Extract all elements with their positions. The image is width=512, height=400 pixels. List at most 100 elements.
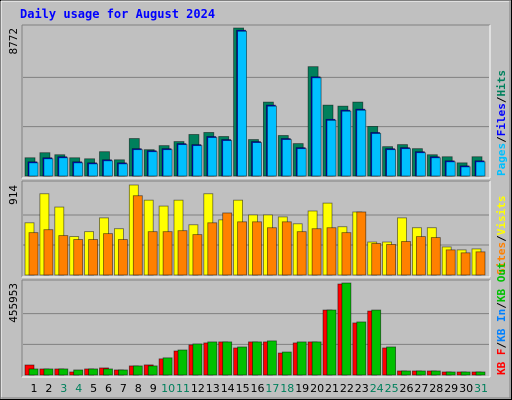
bar bbox=[356, 211, 367, 276]
bar bbox=[415, 370, 426, 376]
bar bbox=[252, 341, 262, 376]
bar bbox=[177, 144, 188, 177]
bar bbox=[386, 346, 397, 376]
bar bbox=[147, 365, 158, 376]
bar bbox=[326, 309, 337, 376]
x-tick-label: 17 bbox=[265, 382, 279, 395]
x-tick-label: 21 bbox=[325, 382, 339, 395]
bar bbox=[475, 251, 486, 276]
x-tick-label: 1 bbox=[31, 382, 38, 395]
legend-entry: Files bbox=[495, 103, 508, 136]
x-tick-label: 28 bbox=[429, 382, 443, 395]
bar bbox=[73, 239, 84, 276]
legend-separator: / bbox=[495, 96, 508, 103]
bar bbox=[162, 149, 173, 177]
legend-separator: / bbox=[495, 302, 508, 309]
bar bbox=[73, 162, 84, 177]
bar bbox=[311, 341, 322, 376]
bar bbox=[162, 231, 173, 276]
bar bbox=[103, 160, 113, 177]
legend-separator: / bbox=[495, 342, 508, 349]
x-tick-label: 2 bbox=[45, 382, 52, 395]
bar bbox=[475, 371, 486, 376]
bar bbox=[237, 346, 248, 376]
bar bbox=[222, 341, 233, 376]
bar bbox=[177, 230, 188, 276]
bar bbox=[371, 243, 382, 276]
legend-entry: KB In bbox=[495, 309, 508, 342]
bar bbox=[326, 119, 337, 177]
bar bbox=[356, 321, 367, 376]
bar bbox=[237, 221, 248, 276]
x-tick-label: 12 bbox=[191, 382, 205, 395]
bar bbox=[281, 139, 292, 177]
bar bbox=[88, 239, 98, 276]
legend-separator: / bbox=[495, 136, 508, 143]
x-tick-label: 4 bbox=[75, 382, 82, 395]
bar bbox=[88, 368, 98, 376]
bar bbox=[281, 351, 292, 376]
bar bbox=[88, 163, 98, 177]
bar bbox=[252, 221, 262, 276]
x-tick-label: 29 bbox=[444, 382, 458, 395]
x-tick-label: 11 bbox=[176, 382, 190, 395]
bar bbox=[192, 145, 203, 177]
bar bbox=[341, 282, 352, 376]
bar bbox=[445, 161, 456, 177]
x-tick-label: 23 bbox=[355, 382, 369, 395]
bar bbox=[28, 162, 39, 177]
x-tick-label: 20 bbox=[310, 382, 324, 395]
bar bbox=[445, 249, 456, 276]
bar bbox=[281, 221, 292, 276]
x-tick-label: 3 bbox=[60, 382, 67, 395]
bar bbox=[132, 149, 143, 177]
bar bbox=[132, 195, 143, 276]
bar bbox=[73, 369, 84, 376]
bar bbox=[296, 341, 307, 376]
bar bbox=[192, 234, 203, 276]
bar bbox=[430, 157, 441, 177]
bar bbox=[207, 137, 218, 177]
bar bbox=[266, 340, 277, 376]
bar bbox=[58, 368, 69, 376]
legend-entry: KB Out bbox=[495, 262, 508, 302]
bar bbox=[460, 166, 471, 177]
bar bbox=[207, 341, 218, 376]
bar bbox=[177, 349, 188, 376]
x-tick-label: 10 bbox=[161, 382, 175, 395]
bar bbox=[371, 133, 382, 177]
y-tick-label: 455953 bbox=[7, 283, 20, 323]
x-tick-label: 18 bbox=[280, 382, 294, 395]
bar bbox=[311, 77, 322, 177]
legend-entry: Sites bbox=[495, 242, 508, 275]
y-tick-label: 8772 bbox=[7, 28, 20, 55]
bar bbox=[445, 371, 456, 376]
legend: Pages/Files/Hits bbox=[495, 70, 508, 176]
x-tick-label: 31 bbox=[474, 382, 488, 395]
bar bbox=[28, 232, 39, 276]
bar bbox=[415, 236, 426, 276]
bar bbox=[460, 371, 471, 376]
bar bbox=[103, 233, 113, 276]
bar bbox=[460, 252, 471, 276]
x-tick-label: 26 bbox=[400, 382, 414, 395]
x-tick-label: 9 bbox=[150, 382, 157, 395]
x-tick-label: 30 bbox=[459, 382, 473, 395]
x-tick-label: 24 bbox=[370, 382, 384, 395]
bar bbox=[118, 239, 128, 276]
legend-entry: Hits bbox=[495, 70, 508, 97]
bar bbox=[371, 309, 382, 376]
bar bbox=[401, 148, 411, 177]
bar bbox=[341, 232, 352, 276]
bar bbox=[162, 357, 173, 376]
x-tick-label: 5 bbox=[90, 382, 97, 395]
bar bbox=[103, 368, 113, 376]
legend-entry: Visits bbox=[495, 196, 508, 236]
bar bbox=[147, 151, 158, 177]
bar bbox=[386, 244, 397, 276]
bar bbox=[237, 30, 248, 177]
bar bbox=[430, 237, 441, 276]
x-tick-label: 8 bbox=[135, 382, 142, 395]
y-tick-label: 914 bbox=[7, 185, 20, 205]
